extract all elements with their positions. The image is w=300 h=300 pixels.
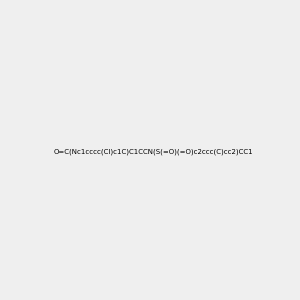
Text: O=C(Nc1cccc(Cl)c1C)C1CCN(S(=O)(=O)c2ccc(C)cc2)CC1: O=C(Nc1cccc(Cl)c1C)C1CCN(S(=O)(=O)c2ccc(… <box>54 148 254 155</box>
